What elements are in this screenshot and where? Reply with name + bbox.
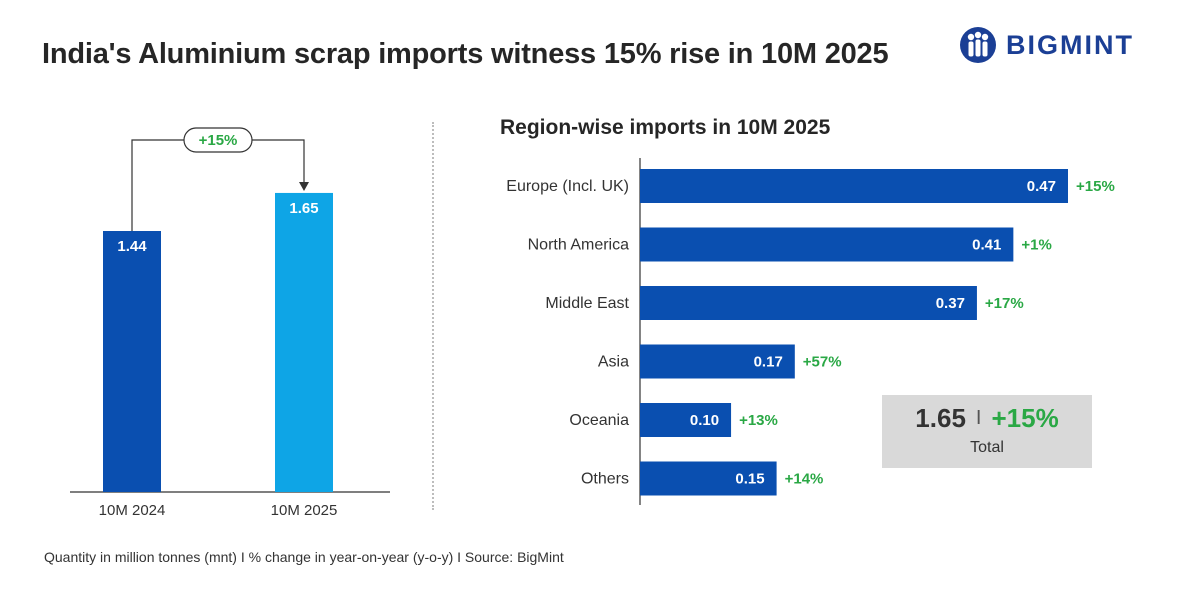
bar-value-label: 0.15 [735, 471, 764, 488]
bigmint-logo: BIGMINT [958, 26, 1134, 64]
bar-value-label: 1.44 [117, 238, 147, 255]
bar-10m-2025 [275, 192, 333, 492]
chart-title: India's Aluminium scrap imports witness … [42, 38, 889, 70]
change-badge-label: +15% [199, 132, 238, 149]
y-tick-label: Europe (Incl. UK) [506, 178, 629, 195]
x-tick-label: 10M 2024 [99, 502, 166, 519]
total-box: 1.65 I +15% Total [882, 395, 1092, 468]
bigmint-people-icon [960, 27, 996, 63]
arrow-head-icon [299, 181, 309, 191]
bar-others [640, 461, 777, 496]
bar-value-label: 0.47 [1027, 178, 1056, 195]
bar-oceania [640, 403, 732, 437]
y-tick-label: North America [528, 237, 629, 254]
total-label: Total [970, 439, 1004, 456]
bar-value-label: 0.41 [972, 237, 1001, 254]
bar-value-label: 1.65 [289, 200, 318, 217]
region-chart-title: Region-wise imports in 10M 2025 [500, 116, 831, 139]
bar-value-label: 0.37 [936, 295, 965, 312]
chart-footer: Quantity in million tonnes (mnt) I % cha… [44, 549, 564, 565]
total-separator: I [975, 407, 982, 429]
bar-change-label: +57% [803, 354, 842, 371]
bar-value-label: 0.10 [690, 412, 719, 429]
bar-change-label: +14% [785, 471, 824, 488]
bar-change-label: +1% [1021, 237, 1051, 254]
x-tick-label: 10M 2025 [271, 502, 338, 519]
bar-europe-incl-uk [640, 169, 1068, 203]
y-tick-label: Middle East [545, 295, 629, 312]
y-tick-label: Oceania [569, 412, 629, 429]
bar-change-label: +15% [1076, 178, 1115, 195]
bar-middle-east [640, 286, 977, 320]
section-divider [432, 122, 434, 510]
bar-value-label: 0.17 [754, 354, 783, 371]
total-value: 1.65 [915, 403, 966, 433]
logo-text: BIGMINT [1006, 29, 1134, 60]
region-bar-chart: Europe (Incl. UK) 0.47 +15% North America 0.… [506, 158, 1115, 505]
yearly-bar-chart: 1.44 10M 2024 1.65 10M 2025 +15% [70, 127, 390, 519]
total-change: +15% [991, 403, 1059, 433]
bar-north-america [640, 227, 1014, 262]
y-tick-label: Asia [598, 354, 629, 371]
y-tick-label: Others [581, 471, 629, 488]
total-row: 1.65 I +15% [882, 403, 1092, 434]
bar-10m-2024 [103, 231, 161, 492]
bar-change-label: +17% [985, 295, 1024, 312]
bar-asia [640, 344, 795, 379]
change-badge [183, 127, 253, 153]
bar-change-label: +13% [739, 412, 778, 429]
